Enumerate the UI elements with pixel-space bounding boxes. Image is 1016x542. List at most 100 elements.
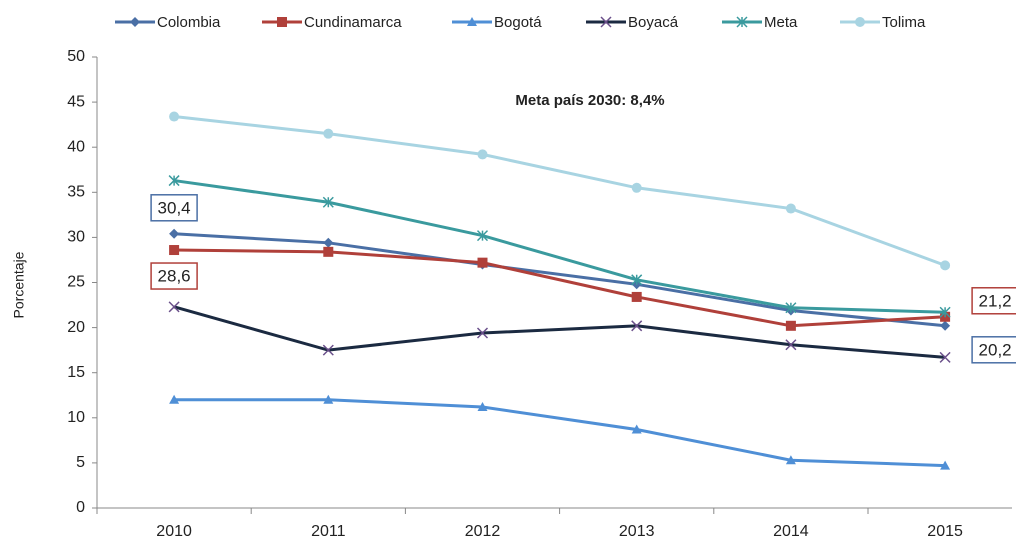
circle xyxy=(631,182,642,193)
marker xyxy=(169,394,180,404)
value-label: 21,2 xyxy=(979,291,1012,310)
marker xyxy=(785,339,797,351)
legend-label: Meta xyxy=(764,14,798,31)
asterisk xyxy=(476,230,489,242)
square xyxy=(785,320,796,331)
asterisk xyxy=(785,302,797,314)
marker xyxy=(467,17,477,26)
value-label-box xyxy=(971,287,1016,315)
y-tick-label: 40 xyxy=(67,138,85,155)
value-label: 20,2 xyxy=(979,340,1012,359)
series-line xyxy=(174,398,946,468)
marker xyxy=(736,16,748,28)
marker xyxy=(631,274,643,286)
x xyxy=(939,351,951,363)
marker xyxy=(785,302,797,314)
y-tick-label: 50 xyxy=(67,48,85,65)
x-tick-label: 2013 xyxy=(619,523,655,540)
circle xyxy=(477,149,488,160)
marker xyxy=(940,260,951,271)
series-line xyxy=(174,248,946,328)
marker xyxy=(939,351,951,363)
square xyxy=(169,245,180,256)
value-label-box xyxy=(150,194,198,222)
marker xyxy=(322,196,334,208)
legend-label: Bogotá xyxy=(494,14,542,31)
circle xyxy=(169,111,180,122)
marker xyxy=(785,455,796,465)
y-tick-label: 10 xyxy=(67,409,85,426)
y-tick-label: 30 xyxy=(67,229,85,246)
marker xyxy=(323,237,334,248)
triangle xyxy=(323,394,334,404)
marker xyxy=(855,17,865,27)
series-line xyxy=(173,305,946,359)
diamond xyxy=(940,320,951,331)
asterisk xyxy=(736,16,748,28)
asterisk xyxy=(939,306,951,318)
x xyxy=(600,16,612,28)
x xyxy=(476,327,489,339)
marker xyxy=(169,111,180,122)
square xyxy=(477,257,488,268)
marker xyxy=(476,327,489,339)
marker xyxy=(168,301,180,313)
marker xyxy=(322,344,334,356)
marker xyxy=(169,245,180,256)
triangle xyxy=(169,394,180,404)
marker xyxy=(631,291,642,302)
triangle xyxy=(477,401,488,411)
legend-label: Tolima xyxy=(882,14,926,31)
marker xyxy=(323,394,334,404)
circle xyxy=(785,203,796,214)
marker xyxy=(600,16,612,28)
asterisk xyxy=(168,175,180,187)
circle xyxy=(855,17,865,27)
value-label-box xyxy=(150,262,198,290)
marker xyxy=(169,228,180,239)
marker xyxy=(939,306,951,318)
legend-label: Colombia xyxy=(157,14,221,31)
square xyxy=(323,246,334,257)
marker xyxy=(277,17,287,27)
diamond xyxy=(323,237,334,248)
x-tick-label: 2010 xyxy=(156,523,192,540)
legend-label: Boyacá xyxy=(628,14,679,31)
y-tick-label: 5 xyxy=(76,454,85,471)
x xyxy=(168,301,180,313)
circle xyxy=(940,260,951,271)
triangle xyxy=(467,17,477,26)
marker xyxy=(631,320,643,332)
marker xyxy=(785,320,796,331)
x xyxy=(322,344,334,356)
value-label: 30,4 xyxy=(158,198,191,217)
square xyxy=(631,291,642,302)
y-tick-label: 20 xyxy=(67,319,85,336)
marker xyxy=(476,230,489,242)
y-tick-label: 0 xyxy=(76,499,85,516)
marker xyxy=(631,424,642,434)
x xyxy=(785,339,797,351)
triangle xyxy=(940,460,951,470)
triangle xyxy=(785,455,796,465)
annotation: Meta país 2030: 8,4% xyxy=(515,92,664,109)
marker xyxy=(168,175,180,187)
y-tick-label: 45 xyxy=(67,93,85,110)
marker xyxy=(631,182,642,193)
series-line xyxy=(173,179,946,314)
marker xyxy=(940,460,951,470)
x-tick-label: 2015 xyxy=(927,523,963,540)
marker xyxy=(323,128,334,139)
diamond xyxy=(169,228,180,239)
y-tick-label: 35 xyxy=(67,184,85,201)
marker xyxy=(785,203,796,214)
marker xyxy=(323,246,334,257)
square xyxy=(277,17,287,27)
value-label: 28,6 xyxy=(158,267,191,286)
circle xyxy=(323,128,334,139)
diamond xyxy=(130,17,140,27)
x-tick-label: 2012 xyxy=(465,523,501,540)
y-axis-label: Porcentaje xyxy=(11,251,27,318)
asterisk xyxy=(322,196,334,208)
